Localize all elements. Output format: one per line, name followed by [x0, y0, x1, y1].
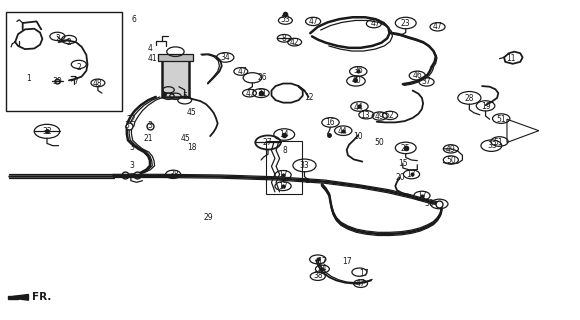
Text: 8: 8 — [283, 146, 288, 155]
Text: 38: 38 — [313, 271, 322, 280]
Bar — [162, 59, 189, 97]
Text: 4: 4 — [147, 44, 153, 53]
Text: 44: 44 — [337, 127, 347, 136]
Text: FR.: FR. — [32, 292, 51, 302]
Text: 2: 2 — [67, 38, 71, 47]
Text: 33: 33 — [488, 141, 498, 150]
Text: 45: 45 — [181, 134, 191, 143]
Text: 18: 18 — [187, 143, 197, 152]
Text: 17: 17 — [407, 170, 416, 179]
Text: 22: 22 — [126, 115, 136, 124]
Text: 31: 31 — [258, 89, 267, 98]
Text: 48: 48 — [93, 79, 103, 88]
Text: 51: 51 — [496, 115, 506, 124]
Text: 3: 3 — [129, 143, 135, 152]
Text: 7: 7 — [74, 77, 78, 86]
Text: 2: 2 — [77, 63, 81, 72]
Text: 5: 5 — [182, 92, 187, 101]
Text: 47: 47 — [356, 279, 365, 288]
Text: 49: 49 — [446, 145, 456, 154]
Bar — [158, 54, 193, 60]
Text: 24: 24 — [318, 264, 327, 274]
Text: 42: 42 — [290, 38, 299, 47]
Text: 21: 21 — [143, 134, 153, 143]
Text: 44: 44 — [353, 103, 363, 112]
Text: 10: 10 — [353, 132, 363, 140]
Text: 29: 29 — [203, 213, 213, 222]
Text: 53: 53 — [281, 15, 290, 24]
Text: 47: 47 — [308, 17, 318, 26]
Text: 50: 50 — [375, 138, 385, 147]
Text: 3: 3 — [147, 121, 153, 131]
Bar — [266, 141, 302, 195]
Text: 34: 34 — [220, 53, 230, 62]
Text: 52: 52 — [385, 111, 394, 120]
Text: 2: 2 — [55, 35, 60, 44]
Bar — [6, 12, 122, 111]
Text: 47: 47 — [238, 67, 248, 76]
Text: 45: 45 — [187, 108, 197, 117]
Text: 19: 19 — [481, 102, 490, 111]
Text: 13: 13 — [360, 111, 370, 120]
Text: 11: 11 — [506, 53, 516, 62]
Text: 17: 17 — [278, 182, 288, 191]
Text: 16: 16 — [326, 118, 335, 127]
Text: 3: 3 — [124, 121, 129, 131]
Text: 17: 17 — [359, 268, 369, 278]
Text: 8: 8 — [282, 35, 287, 44]
Text: 25: 25 — [401, 144, 411, 153]
Text: 26: 26 — [258, 73, 267, 82]
Text: 27: 27 — [262, 138, 271, 147]
Text: 28: 28 — [465, 94, 474, 103]
Text: 47: 47 — [246, 89, 256, 98]
Text: 17: 17 — [342, 258, 351, 267]
Text: 47: 47 — [433, 22, 443, 31]
Text: 6: 6 — [131, 15, 136, 24]
Text: 47: 47 — [371, 19, 380, 28]
Text: 40: 40 — [351, 76, 361, 85]
Text: 12: 12 — [304, 93, 313, 102]
Text: 1: 1 — [26, 74, 31, 83]
Text: 49: 49 — [375, 113, 385, 122]
Text: 23: 23 — [401, 19, 411, 28]
Text: 17: 17 — [278, 171, 288, 180]
Text: 17: 17 — [317, 258, 327, 267]
Text: 17: 17 — [417, 191, 427, 200]
Polygon shape — [13, 294, 28, 300]
Text: 51: 51 — [494, 138, 503, 147]
Text: 41: 41 — [147, 54, 157, 63]
Text: 39: 39 — [53, 77, 62, 86]
Text: 33: 33 — [300, 161, 309, 170]
Text: 30: 30 — [424, 199, 434, 208]
Text: 36: 36 — [353, 66, 363, 75]
Text: 20: 20 — [395, 173, 405, 182]
Text: 3: 3 — [129, 161, 135, 170]
Text: 37: 37 — [421, 77, 431, 86]
Text: 32: 32 — [42, 127, 52, 136]
Text: 46: 46 — [412, 71, 422, 80]
Polygon shape — [8, 296, 18, 299]
Text: 15: 15 — [398, 159, 408, 168]
Text: 38: 38 — [169, 170, 179, 179]
Text: 50: 50 — [446, 156, 456, 165]
Text: 14: 14 — [280, 130, 289, 139]
